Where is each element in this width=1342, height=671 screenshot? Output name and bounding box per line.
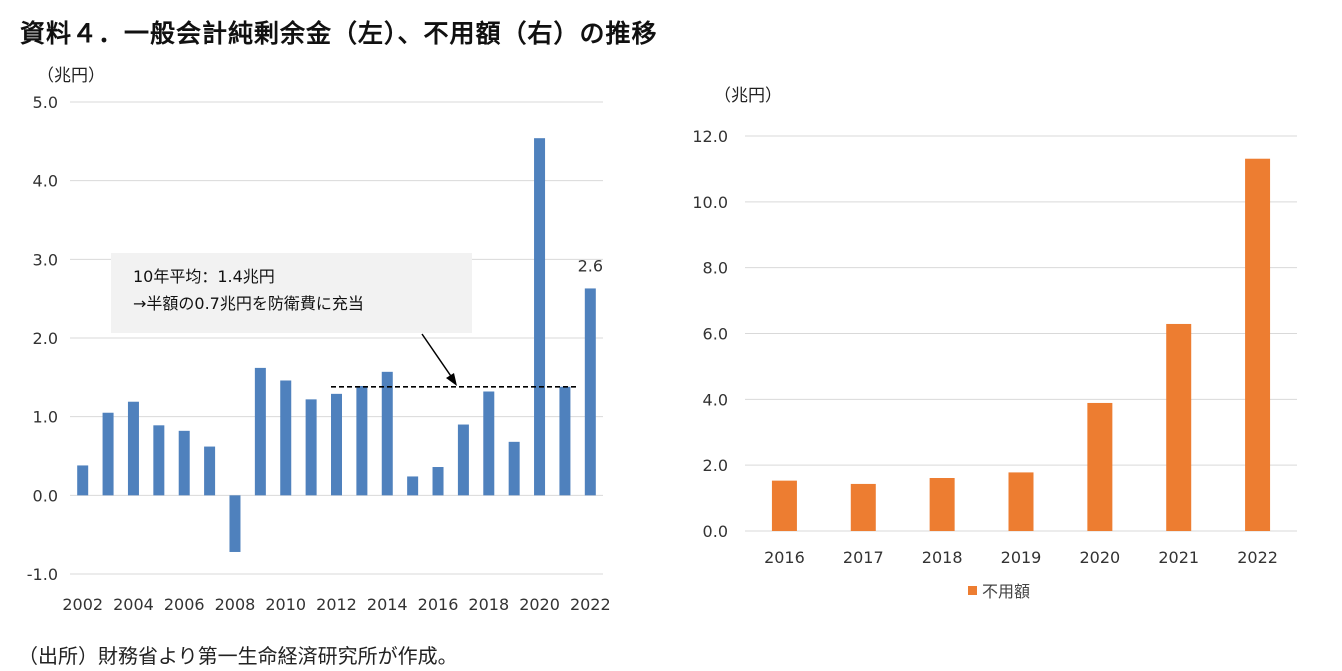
right-y-axis-labels: 0.0 2.0 4.0 6.0 8.0 10.0 12.0 [692,127,728,541]
left-x-tick-label: 2006 [164,595,205,614]
right-y-tick-label: 2.0 [703,456,728,475]
left-x-tick-label: 2004 [113,595,154,614]
left-x-tick-label: 2014 [367,595,408,614]
data-label-2022: 2.6 [578,256,603,275]
left-bar-2013 [356,385,368,496]
left-y-tick-label: 0.0 [33,486,58,505]
right-x-tick-label: 2018 [922,548,963,567]
left-bar-2004 [127,401,139,496]
left-bar-2008 [229,495,241,552]
left-y-axis-labels: -1.0 0.0 1.0 2.0 3.0 4.0 5.0 [27,93,58,584]
left-y-tick-label: -1.0 [27,565,58,584]
left-unit-label: （兆円） [37,66,105,86]
left-bar-2014 [381,371,393,496]
right-x-tick-label: 2017 [843,548,884,567]
annotation-arrow-line [421,333,456,383]
left-bar-2006 [178,430,190,496]
left-bar-2020 [534,138,546,496]
right-x-tick-label: 2022 [1237,548,1278,567]
left-y-tick-label: 1.0 [33,408,58,427]
source-note: （出所）財務省より第一生命経済研究所が作成。 [18,644,458,668]
right-y-tick-label: 6.0 [703,325,728,344]
left-bar-2021 [559,386,571,496]
annotation-line-2: →半額の0.7兆円を防衛費に充当 [133,294,364,313]
right-bar-2020 [1087,402,1113,531]
right-unit-label: （兆円） [714,86,782,106]
right-y-tick-label: 4.0 [703,390,728,409]
annotation-box [111,253,472,333]
left-y-tick-label: 2.0 [33,329,58,348]
left-bars [77,138,596,552]
left-x-tick-label: 2016 [418,595,459,614]
right-x-tick-label: 2019 [1001,548,1042,567]
left-x-tick-label: 2012 [316,595,357,614]
left-bar-2010 [280,380,292,496]
right-bar-2022 [1245,158,1271,531]
left-chart-net-surplus: （兆円） -1.0 0.0 1.0 2.0 3.0 4.0 5.0 2002 2004 2006… [27,66,611,614]
right-bar-2019 [1008,472,1034,531]
right-x-axis-labels: 2016 2017 2018 2019 2020 2021 2022 [764,548,1278,567]
right-bars [771,158,1271,531]
right-x-tick-label: 2020 [1079,548,1120,567]
right-x-tick-label: 2016 [764,548,805,567]
right-bar-2017 [850,483,876,531]
left-y-tick-label: 3.0 [33,250,58,269]
right-y-tick-label: 10.0 [692,193,728,212]
left-bar-2017 [457,424,469,496]
left-bar-2007 [204,446,216,496]
left-y-tick-label: 5.0 [33,93,58,112]
legend-marker [968,586,977,595]
right-x-tick-label: 2021 [1158,548,1199,567]
left-x-tick-label: 2002 [62,595,103,614]
left-bar-2015 [407,476,419,496]
left-bar-2016 [432,467,444,496]
left-bar-2002 [77,465,89,496]
right-y-tick-label: 12.0 [692,127,728,146]
left-bar-2022 [584,288,596,496]
left-y-tick-label: 4.0 [33,172,58,191]
left-bar-2009 [254,367,266,496]
left-bar-2019 [508,441,520,496]
left-x-tick-label: 2008 [215,595,256,614]
annotation-line-1: 10年平均：1.4兆円 [133,267,275,286]
left-x-tick-label: 2018 [468,595,509,614]
page-title: 資料４．一般会計純剰余金（左）、不用額（右）の推移 [20,19,658,48]
right-bar-2021 [1166,323,1192,531]
left-bar-2003 [102,412,114,496]
left-x-tick-label: 2022 [570,595,611,614]
right-gridlines [745,135,1297,532]
left-x-axis-labels: 2002 2004 2006 2008 2010 2012 2014 2016 2018 2020… [62,595,610,614]
annotation-arrow-head [446,373,457,386]
left-bar-2011 [305,399,317,496]
right-y-tick-label: 8.0 [703,259,728,278]
left-x-tick-label: 2020 [519,595,560,614]
legend-label: 不用額 [982,582,1030,601]
left-bar-2005 [153,425,165,496]
left-x-tick-label: 2010 [265,595,306,614]
left-bar-2012 [331,393,342,496]
right-y-tick-label: 0.0 [703,522,728,541]
left-bar-2018 [483,391,495,496]
right-bar-2018 [929,478,955,531]
right-chart-unused-amount: （兆円） 0.02.04.06.08.010.012.0 2016 2017 201… [692,86,1297,601]
right-bar-2016 [771,480,797,531]
